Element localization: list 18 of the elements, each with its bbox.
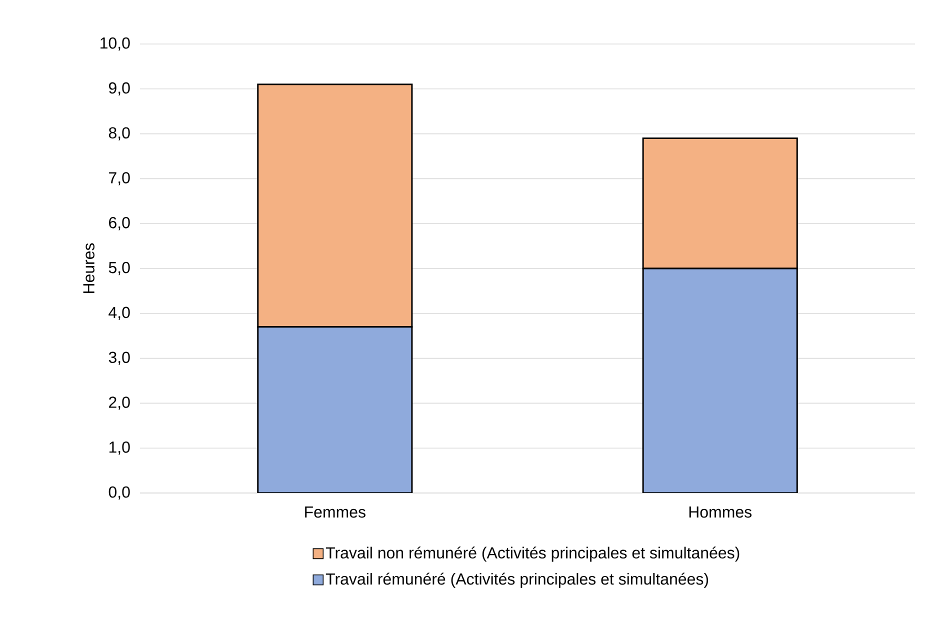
y-tick-label: 5,0 xyxy=(108,262,130,276)
y-tick-label: 9,0 xyxy=(108,82,130,96)
bar xyxy=(642,268,798,493)
y-axis-title: Heures xyxy=(83,243,94,293)
y-tick-label: 6,0 xyxy=(109,216,130,230)
y-tick-label: 10,0 xyxy=(100,37,130,51)
legend-label: Travail non rémunéré (Activités principales et simultanées) xyxy=(326,546,740,562)
x-tick-label: Hommes xyxy=(689,506,752,518)
y-tick-label: 8,0 xyxy=(108,127,130,140)
bar xyxy=(257,326,413,493)
y-tick-label: 3,0 xyxy=(108,352,130,365)
y-tick-label: 4,0 xyxy=(108,306,130,320)
y-tick-label: 1,0 xyxy=(109,441,130,455)
y-tick-label: 7,0 xyxy=(109,172,130,186)
x-tick-label: Femmes xyxy=(305,506,366,518)
legend-label: Travail rémunéré (Activités principales et simultanées) xyxy=(326,572,708,588)
y-tick-label: 2,0 xyxy=(109,396,130,410)
y-tick-label: 0,0 xyxy=(108,486,130,500)
